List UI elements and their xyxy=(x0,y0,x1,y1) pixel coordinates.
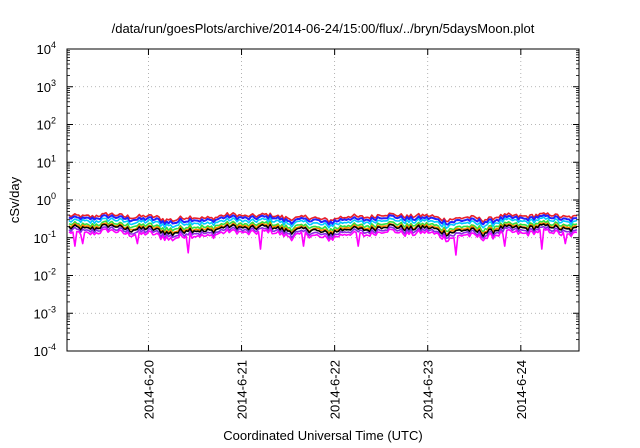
series-line xyxy=(68,214,578,226)
series-line xyxy=(68,225,578,240)
chart-title: /data/run/goesPlots/archive/2014-06-24/1… xyxy=(112,21,535,36)
x-tick-label: 2014-6-24 xyxy=(514,360,529,419)
y-tick-label: 10-1 xyxy=(34,229,56,246)
x-tick-label: 2014-6-23 xyxy=(421,360,436,419)
y-tick-label: 102 xyxy=(37,116,56,133)
series-lines xyxy=(68,212,578,256)
y-tick-label: 100 xyxy=(37,191,56,208)
x-tick-label: 2014-6-22 xyxy=(328,360,343,419)
x-tick-labels: 2014-6-20 2014-6-21 2014-6-22 2014-6-23 2014… xyxy=(141,360,528,419)
series-line xyxy=(68,228,578,256)
y-axis-title: cSv/day xyxy=(7,176,22,223)
x-tick-label: 2014-6-20 xyxy=(141,360,156,419)
x-axis-title: Coordinated Universal Time (UTC) xyxy=(223,428,422,443)
x-tick-label: 2014-6-21 xyxy=(235,360,250,419)
series-line xyxy=(68,223,578,238)
series-line xyxy=(68,212,578,224)
y-tick-label: 10-2 xyxy=(34,267,56,284)
y-tick-labels: 10-4 10-3 10-2 10-1 100 101 102 103 104 xyxy=(34,40,56,359)
axis-ticks xyxy=(67,48,579,352)
y-tick-label: 10-4 xyxy=(34,342,56,359)
y-tick-label: 103 xyxy=(37,78,56,95)
y-tick-label: 104 xyxy=(37,40,56,57)
y-tick-label: 101 xyxy=(37,153,56,170)
series-line xyxy=(68,216,578,230)
y-tick-label: 10-3 xyxy=(34,304,56,321)
